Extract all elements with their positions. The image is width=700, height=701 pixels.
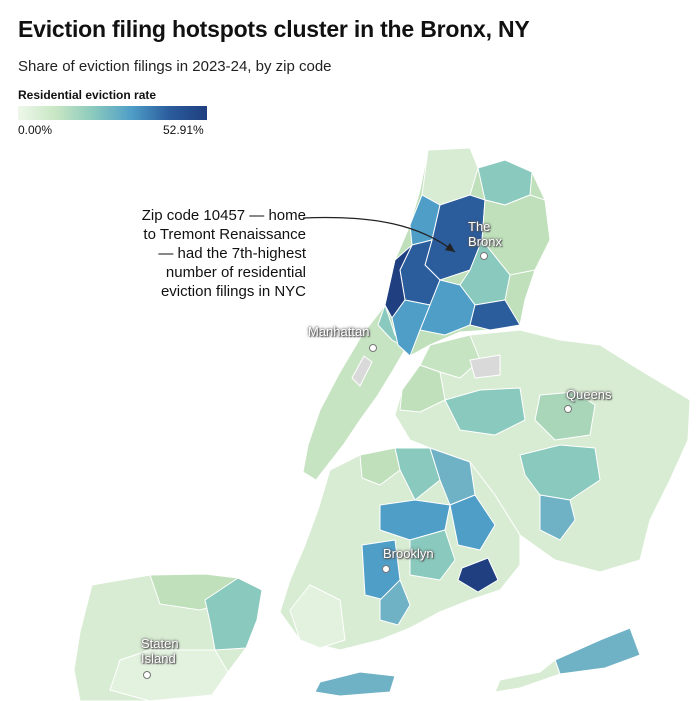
annotation-text: Zip code 10457 — home to Tremont Renaiss… <box>100 206 306 301</box>
annotation-arrow <box>302 216 456 253</box>
queens-label: Queens <box>566 387 612 402</box>
staten-island-marker <box>143 671 151 679</box>
brooklyn-zip-east-flatbush <box>409 529 456 581</box>
staten-label-line1: Staten <box>141 636 179 651</box>
manhattan-central-park <box>351 355 373 387</box>
brooklyn-zip-brownsville <box>449 494 496 551</box>
brooklyn-zip-bay-ridge <box>289 584 346 649</box>
queens-zip-flushing <box>534 391 596 441</box>
brooklyn-zip-bed-stuy <box>394 447 441 501</box>
annotation-line: eviction filings in NYC <box>160 283 306 300</box>
page-title: Eviction filing hotspots cluster in the … <box>18 16 530 42</box>
legend-color-bar <box>18 106 207 120</box>
queens-marker <box>564 405 572 413</box>
rockaway-west-zip <box>494 659 561 693</box>
annotation-arrowhead <box>445 243 455 252</box>
legend-min-label: 0.00% <box>18 123 53 137</box>
brooklyn-label: Brooklyn <box>383 546 434 561</box>
manhattan-marker <box>369 344 377 352</box>
nyc-zip-map <box>73 147 691 701</box>
brooklyn-marker <box>382 565 390 573</box>
staten-label-line2: Island <box>141 651 176 666</box>
queens-zip-south <box>539 494 576 541</box>
brooklyn-zip-coney-island <box>314 671 396 697</box>
annotation-line: Zip code 10457 — home <box>141 207 306 224</box>
annotation-line: — had the 7th-highest <box>158 245 306 262</box>
bronx-label-line2: Bronx <box>468 234 502 249</box>
brooklyn-zip-midwood <box>379 579 411 626</box>
manhattan-region <box>302 297 417 481</box>
annotation-line: number of residential <box>165 264 306 281</box>
brooklyn-zip-canarsie-east-ny <box>457 557 499 593</box>
queens-zip-jamaica <box>519 444 601 501</box>
staten-island-label: Staten Island <box>141 636 179 666</box>
legend-title: Residential eviction rate <box>18 88 157 102</box>
bronx-label: The Bronx <box>468 219 502 249</box>
bronx-label-line1: The <box>468 219 491 234</box>
manhattan-label: Manhattan <box>308 324 370 339</box>
bronx-zip-mott-haven <box>391 299 431 357</box>
brooklyn-zip-williamsburg <box>359 447 401 486</box>
page-subtitle: Share of eviction filings in 2023-24, by… <box>18 58 332 75</box>
legend-max-label: 52.91% <box>163 123 204 137</box>
annotation-line: to Tremont Renaissance <box>143 226 306 243</box>
queens-zip-jackson-heights <box>444 387 526 436</box>
queens-zip-lga <box>469 354 501 379</box>
staten-island-zip-south <box>109 649 229 701</box>
staten-island-zip-east <box>204 577 263 651</box>
rockaway-zip <box>554 627 641 675</box>
bronx-marker <box>480 252 488 260</box>
bronx-zip-southeast <box>469 299 521 331</box>
